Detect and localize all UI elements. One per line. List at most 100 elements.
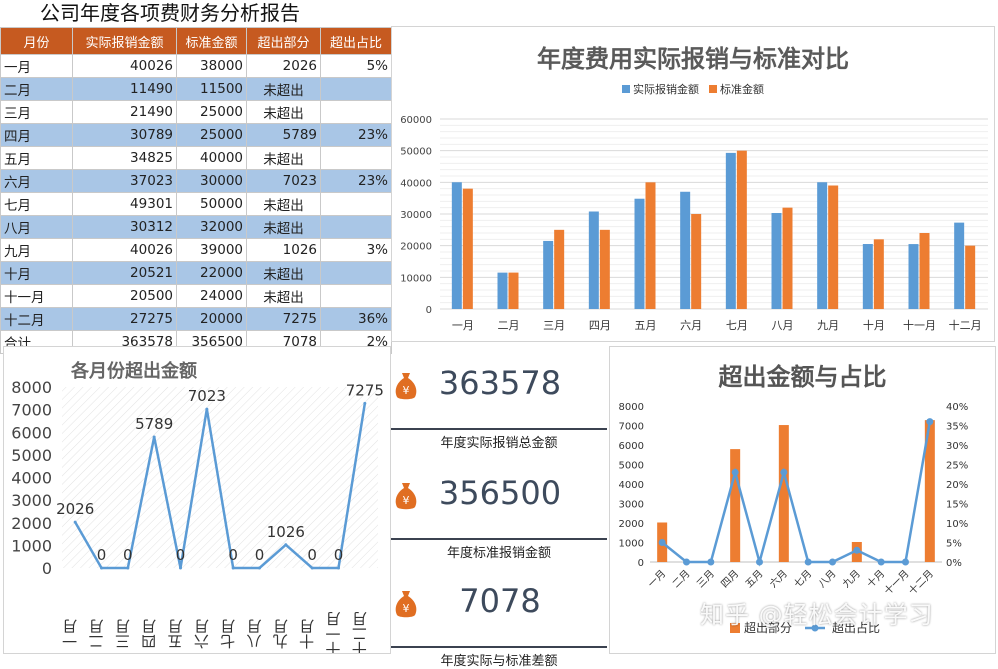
bar [919, 233, 930, 309]
table-cell: 23% [320, 169, 392, 193]
x-tick-label: 十二月 [906, 567, 936, 597]
table-cell [320, 284, 392, 308]
x-tick-label: 一月 [61, 618, 79, 649]
y-tick-label: 4000 [619, 480, 644, 491]
table-cell: 37023 [72, 169, 177, 193]
y-tick-label: 2000 [619, 519, 644, 530]
line-point [231, 566, 235, 570]
legend-label: 超出部分 [744, 620, 792, 635]
comparison-chart-panel: 年度费用实际报销与标准对比 0 10000 20000 30000 40000 50000… [391, 26, 995, 342]
x-tick-label: 五月 [743, 568, 766, 591]
table-cell [320, 77, 392, 101]
y2-tick-label: 20% [946, 480, 968, 491]
x-tick-label: 二月 [670, 568, 693, 591]
table-row: 六月 37023 30000 7023 23% [0, 169, 392, 193]
table-cell: 八月 [0, 215, 73, 239]
ratio-point [877, 558, 885, 566]
legend-label: 实际报销金额 [633, 82, 699, 96]
y-tick-label: 0 [638, 558, 644, 569]
y2-tick-label: 25% [946, 461, 968, 472]
table-cell: 30000 [176, 169, 247, 193]
table-cell: 未超出 [246, 215, 321, 239]
kpi-divider [391, 538, 607, 540]
y-tick-label: 6000 [619, 441, 644, 452]
ratio-point [756, 558, 763, 566]
table-cell: 25000 [176, 100, 247, 124]
legend-label: 标准金额 [720, 82, 764, 96]
money-bag-icon: ¥ [395, 483, 417, 510]
y-tick-label: 5000 [619, 461, 644, 472]
table-header: 月份 实际报销金额 标准金额 超出部分 超出占比 [0, 27, 392, 55]
expense-table: 月份 实际报销金额 标准金额 超出部分 超出占比 一月 40026 38000 2026 5% 二… [0, 27, 392, 354]
table-cell: 30789 [72, 123, 177, 147]
data-label: 0 [123, 546, 133, 564]
line-point [126, 566, 130, 570]
bar [543, 240, 554, 309]
line-point [179, 566, 182, 570]
y-tick-label: 4000 [11, 469, 52, 488]
y-tick-label: 7000 [11, 401, 52, 420]
y-tick-label: 1000 [11, 536, 52, 555]
table-cell: 未超出 [246, 261, 321, 285]
kpi-divider [391, 428, 607, 430]
bar [725, 152, 736, 309]
line-point [258, 566, 261, 570]
x-tick-label: 十二月 [351, 610, 369, 653]
bar [599, 229, 610, 309]
table-cell: 20521 [72, 261, 177, 285]
kpi-label: 年度标准报销金额 [446, 546, 551, 561]
table-cell: 5% [320, 54, 392, 78]
x-tick-label: 三月 [114, 618, 132, 649]
x-tick-label: 十二月 [949, 318, 982, 332]
table-row: 十月 20521 22000 未超出 [0, 261, 392, 285]
kpi-value: 363578 [438, 364, 562, 402]
table-row: 十一月 20500 24000 未超出 [0, 284, 392, 308]
ratio-point [683, 558, 690, 566]
table-row: 五月 34825 40000 未超出 [0, 146, 392, 170]
table-cell: 34825 [72, 146, 177, 170]
y2-tick-label: 35% [946, 422, 968, 433]
table-row: 三月 21490 25000 未超出 [0, 100, 392, 124]
y2-tick-label: 15% [946, 500, 968, 511]
x-tick-label: 十一月 [325, 610, 343, 653]
x-tick-label: 五月 [167, 618, 185, 649]
overage-line-chart-title: 各月份超出金额 [71, 361, 197, 382]
legend-label: 超出占比 [832, 620, 880, 635]
table-cell: 20500 [72, 284, 177, 308]
table-row: 七月 49301 50000 未超出 [0, 192, 392, 216]
y-tick-label: 30000 [400, 210, 432, 221]
kpi-label: 年度实际与标准差额 [440, 654, 558, 669]
table-cell: 五月 [0, 146, 73, 170]
x-tick-label: 八月 [816, 568, 839, 591]
table-cell: 27275 [72, 307, 177, 331]
table-cell: 24000 [176, 284, 247, 308]
ratio-point [731, 468, 739, 476]
kpi-label: 年度实际报销总金额 [440, 436, 558, 451]
bar [736, 150, 747, 309]
y-tick-label: 0 [426, 305, 432, 316]
table-cell: 38000 [176, 54, 247, 78]
ratio-point [780, 468, 788, 476]
x-tick-label: 六月 [193, 618, 211, 649]
y-tick-label: 20000 [400, 242, 432, 253]
y2-tick-label: 10% [946, 519, 968, 530]
watermark: 知乎 @轻松会计学习 [700, 601, 934, 629]
y-tick-label: 50000 [400, 147, 432, 158]
data-label: 0 [176, 546, 186, 564]
comparison-chart: 0 10000 20000 30000 40000 50000 60000 一月 二月 三月 四月 五… [400, 82, 988, 332]
yen-symbol: ¥ [403, 494, 410, 507]
table-cell: 未超出 [246, 284, 321, 308]
table-cell: 未超出 [246, 192, 321, 216]
data-label: 0 [255, 546, 265, 564]
table-cell: 三月 [0, 100, 73, 124]
ratio-point [707, 558, 715, 566]
plot-area [62, 387, 378, 568]
y-tick-label: 60000 [400, 115, 432, 126]
x-tick-label: 十月 [863, 318, 885, 332]
y2-tick-label: 40% [946, 402, 968, 413]
ratio-line [661, 421, 932, 567]
table-cell: 十一月 [0, 284, 73, 308]
bar [508, 272, 519, 309]
table-cell: 50000 [176, 192, 247, 216]
